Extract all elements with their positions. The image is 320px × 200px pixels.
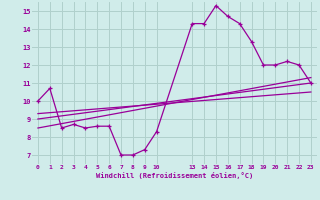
X-axis label: Windchill (Refroidissement éolien,°C): Windchill (Refroidissement éolien,°C) <box>96 172 253 179</box>
